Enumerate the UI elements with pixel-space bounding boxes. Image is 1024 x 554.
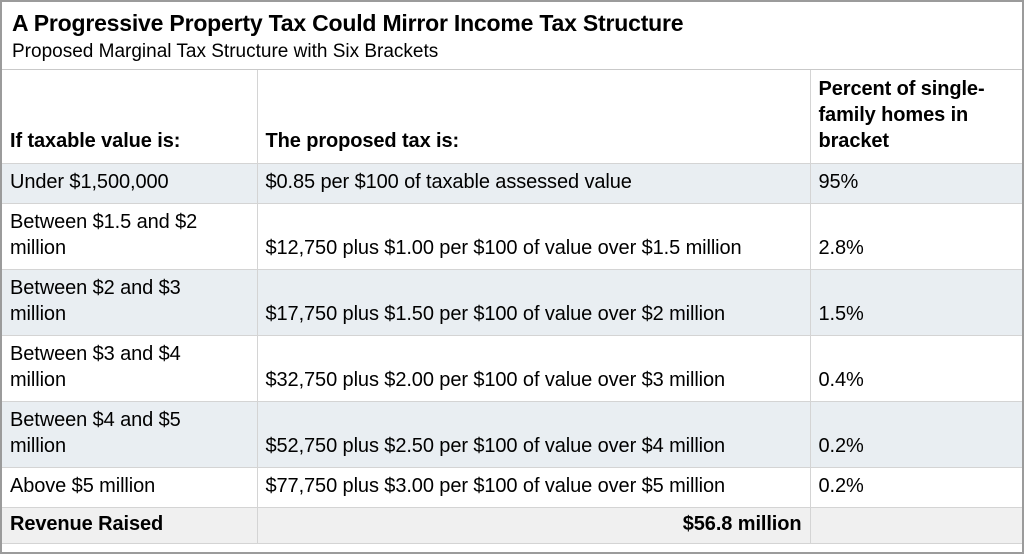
column-header-percent-homes-label: Percent of single-family homes in bracke… <box>818 78 985 152</box>
cell-taxable-value-text: Between $4 and $5 million <box>10 409 181 457</box>
cell-proposed-tax: $17,750 plus $1.50 per $100 of value ove… <box>256 269 811 336</box>
cell-proposed-tax: $0.85 per $100 of taxable assessed value <box>256 163 811 204</box>
table-row: Between $4 and $5 million $52,750 plus $2… <box>2 401 1022 468</box>
cell-percent-homes-text: 0.2% <box>818 435 864 457</box>
chart-subtitle: Proposed Marginal Tax Structure with Six… <box>12 40 439 62</box>
cell-proposed-tax-text: $12,750 plus $1.00 per $100 of value ove… <box>265 237 742 259</box>
table-row: Between $3 and $4 million $32,750 plus $2… <box>2 335 1022 402</box>
cell-taxable-value: Under $1,500,000 <box>2 163 258 204</box>
revenue-label: Revenue Raised <box>2 507 258 544</box>
cell-proposed-tax-text: $77,750 plus $3.00 per $100 of value ove… <box>265 475 726 497</box>
column-header-taxable-value: If taxable value is: <box>2 69 258 164</box>
cell-taxable-value-text: Above $5 million <box>10 475 156 497</box>
cell-proposed-tax-text: $17,750 plus $1.50 per $100 of value ove… <box>265 303 726 325</box>
cell-percent-homes: 2.8% <box>809 203 1022 270</box>
cell-percent-homes-text: 0.2% <box>818 475 864 497</box>
table-row: Under $1,500,000 $0.85 per $100 of taxabl… <box>2 163 1022 204</box>
table-row: Between $2 and $3 million $17,750 plus $1… <box>2 269 1022 336</box>
cell-proposed-tax: $12,750 plus $1.00 per $100 of value ove… <box>256 203 811 270</box>
cell-taxable-value: Between $3 and $4 million <box>2 335 258 402</box>
cell-taxable-value-text: Under $1,500,000 <box>10 171 169 193</box>
revenue-row: Revenue Raised $56.8 million <box>2 507 1022 544</box>
cell-percent-homes-text: 95% <box>818 171 859 193</box>
chart-title: A Progressive Property Tax Could Mirror … <box>12 10 684 36</box>
cell-percent-homes-text: 2.8% <box>818 237 864 259</box>
header-row: If taxable value is: The proposed tax is… <box>2 69 1022 164</box>
column-header-percent-homes: Percent of single-family homes in bracke… <box>809 69 1022 164</box>
cell-percent-homes: 0.2% <box>809 467 1022 508</box>
cell-proposed-tax: $52,750 plus $2.50 per $100 of value ove… <box>256 401 811 468</box>
cell-proposed-tax: $77,750 plus $3.00 per $100 of value ove… <box>256 467 811 508</box>
cell-taxable-value-text: Between $2 and $3 million <box>10 277 181 325</box>
cell-taxable-value: Between $4 and $5 million <box>2 401 258 468</box>
cell-taxable-value: Above $5 million <box>2 467 258 508</box>
cell-taxable-value-text: Between $3 and $4 million <box>10 343 181 391</box>
cell-percent-homes-text: 0.4% <box>818 369 864 391</box>
cell-taxable-value: Between $1.5 and $2 million <box>2 203 258 270</box>
table-row: Between $1.5 and $2 million $12,750 plus … <box>2 203 1022 270</box>
cell-percent-homes: 95% <box>809 163 1022 204</box>
tax-brackets-table: If taxable value is: The proposed tax is… <box>2 69 1022 544</box>
cell-taxable-value-text: Between $1.5 and $2 million <box>10 211 198 259</box>
cell-proposed-tax-text: $32,750 plus $2.00 per $100 of value ove… <box>265 369 726 391</box>
column-header-proposed-tax-label: The proposed tax is: <box>265 130 460 152</box>
table-row: Above $5 million $77,750 plus $3.00 per $… <box>2 467 1022 508</box>
title-block: A Progressive Property Tax Could Mirror … <box>2 2 1022 70</box>
cell-taxable-value: Between $2 and $3 million <box>2 269 258 336</box>
revenue-value: $56.8 million <box>256 507 811 544</box>
cell-percent-homes: 0.4% <box>809 335 1022 402</box>
cell-percent-homes: 1.5% <box>809 269 1022 336</box>
column-header-proposed-tax: The proposed tax is: <box>256 69 811 164</box>
cell-proposed-tax: $32,750 plus $2.00 per $100 of value ove… <box>256 335 811 402</box>
cell-proposed-tax-text: $52,750 plus $2.50 per $100 of value ove… <box>265 435 726 457</box>
column-header-taxable-value-label: If taxable value is: <box>10 130 181 152</box>
cell-percent-homes: 0.2% <box>809 401 1022 468</box>
cell-percent-homes-text: 1.5% <box>818 303 864 325</box>
cell-proposed-tax-text: $0.85 per $100 of taxable assessed value <box>265 171 632 193</box>
revenue-empty-cell <box>809 507 1022 544</box>
